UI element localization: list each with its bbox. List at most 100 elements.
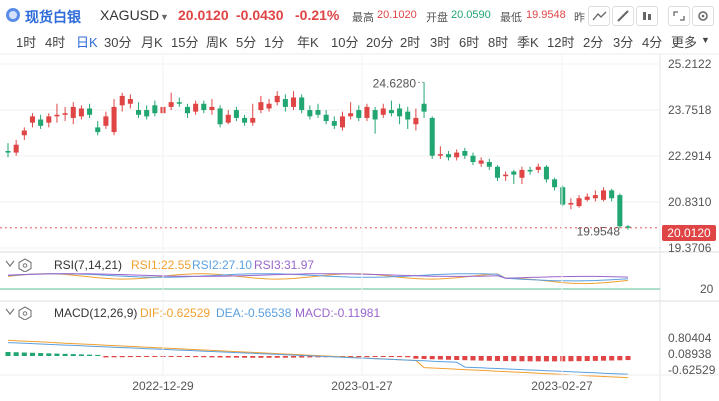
rsi-axis-label: 20 (700, 282, 714, 296)
candle-body (543, 166, 549, 180)
candle-body (576, 198, 582, 207)
price-axis-label: 20.8310 (668, 195, 712, 209)
candle-body (315, 110, 321, 115)
draw-tool-button[interactable] (612, 6, 634, 26)
open-label: 开盘 (426, 12, 448, 24)
macd-histogram-bar (299, 356, 305, 358)
macd-histogram-bar (535, 356, 541, 362)
macd-histogram-bar (176, 356, 182, 358)
tab-1[interactable]: 4时 (45, 35, 66, 50)
macd-histogram-bar (462, 356, 468, 361)
candle-icon (643, 12, 651, 20)
tab-19[interactable]: 3分 (613, 35, 634, 50)
macd-histogram-bar (413, 356, 419, 359)
macd-histogram-bar (258, 356, 264, 358)
candle-body (258, 102, 264, 111)
candle-body (470, 155, 476, 163)
fullscreen-button[interactable] (668, 6, 690, 26)
macd-dea-line (7, 342, 629, 375)
candle-body (380, 108, 386, 115)
instrument-name[interactable]: 现货白银 (25, 9, 81, 25)
candle-body (135, 110, 142, 115)
candle-body (95, 127, 101, 133)
candle-body (70, 106, 76, 118)
tab-4[interactable]: 月K (141, 35, 163, 50)
macd-histogram-bar (266, 356, 272, 358)
candle-body (21, 130, 27, 136)
rsi3-line (7, 273, 629, 279)
macd-histogram-bar (144, 356, 150, 358)
macd-histogram-bar (470, 356, 476, 361)
tab-12[interactable]: 2时 (400, 35, 421, 50)
candle-body (503, 174, 509, 177)
macd-macd-value: MACD:-0.11981 (295, 306, 381, 320)
candle-body (54, 114, 60, 117)
line-tool-button[interactable] (588, 6, 610, 26)
candle-body (87, 108, 93, 115)
tab-18[interactable]: 2分 (583, 35, 604, 50)
macd-histogram-bar (127, 356, 133, 358)
tab-0[interactable]: 1时 (16, 35, 37, 50)
indicator-tool-button[interactable] (636, 6, 658, 26)
candle-body (282, 99, 288, 107)
tab-3[interactable]: 30分 (104, 35, 132, 50)
rsi-title: RSI(7,14,21) (54, 258, 123, 272)
tab-17[interactable]: 12时 (547, 35, 575, 50)
candle-body (609, 190, 615, 199)
macd-histogram-bar (307, 356, 313, 358)
macd-dif-line (7, 339, 629, 379)
candle-body (233, 110, 239, 118)
rsi-settings-icon[interactable] (4, 258, 34, 275)
instrument-code[interactable]: XAGUSD (100, 7, 160, 23)
candle-body (225, 114, 231, 123)
tab-13[interactable]: 3时 (430, 35, 451, 50)
tab-16[interactable]: 季K (517, 35, 539, 50)
settings-button[interactable] (692, 6, 714, 26)
prev-close-label: 昨 (574, 12, 585, 24)
tab-more[interactable]: 更多 (671, 35, 698, 50)
rsi2-line (7, 273, 629, 282)
tab-20[interactable]: 4分 (642, 35, 663, 50)
candle-body (405, 111, 411, 120)
macd-histogram-bar (103, 356, 109, 358)
candle-body (193, 103, 199, 112)
macd-histogram-bar (511, 356, 517, 362)
tab-9[interactable]: 年K (297, 35, 319, 50)
tab-8[interactable]: 1分 (264, 35, 285, 50)
more-chevron-icon[interactable]: ▼ (701, 35, 710, 45)
candle-body (201, 103, 207, 111)
candle-body (46, 116, 52, 123)
candle-body (209, 106, 215, 111)
price-change-pct: -0.21% (295, 7, 340, 23)
tab-7[interactable]: 5分 (236, 35, 257, 50)
tab-5[interactable]: 15分 (171, 35, 199, 50)
high-label: 最高 (352, 12, 374, 24)
macd-histogram-bar (421, 356, 427, 359)
candle-body (348, 113, 354, 117)
high-value: 20.1020 (377, 9, 417, 21)
macd-histogram-bar (478, 356, 484, 361)
tab-10[interactable]: 10分 (331, 35, 359, 50)
macd-settings-icon[interactable] (4, 306, 34, 323)
tab-6[interactable]: 周K (206, 35, 228, 50)
macd-histogram-bar (372, 356, 378, 358)
macd-histogram-bar (242, 356, 248, 358)
macd-histogram-bar (364, 356, 370, 358)
tab-2[interactable]: 日K (76, 35, 98, 50)
macd-histogram-bar (282, 356, 288, 358)
candle-body (568, 202, 574, 205)
macd-histogram-bar (111, 356, 117, 358)
candle-body (144, 110, 150, 117)
macd-histogram-bar (119, 356, 125, 358)
macd-histogram-bar (592, 356, 598, 361)
macd-histogram-bar (397, 356, 403, 358)
tab-11[interactable]: 20分 (366, 35, 394, 50)
instrument-dropdown-icon[interactable]: ▼ (160, 12, 169, 22)
price-axis-label: 25.2122 (668, 57, 712, 71)
candle-body (78, 108, 84, 117)
tab-15[interactable]: 8时 (488, 35, 509, 50)
candle-body (478, 160, 484, 164)
macd-histogram-bar (5, 351, 11, 357)
tab-14[interactable]: 6时 (459, 35, 480, 50)
